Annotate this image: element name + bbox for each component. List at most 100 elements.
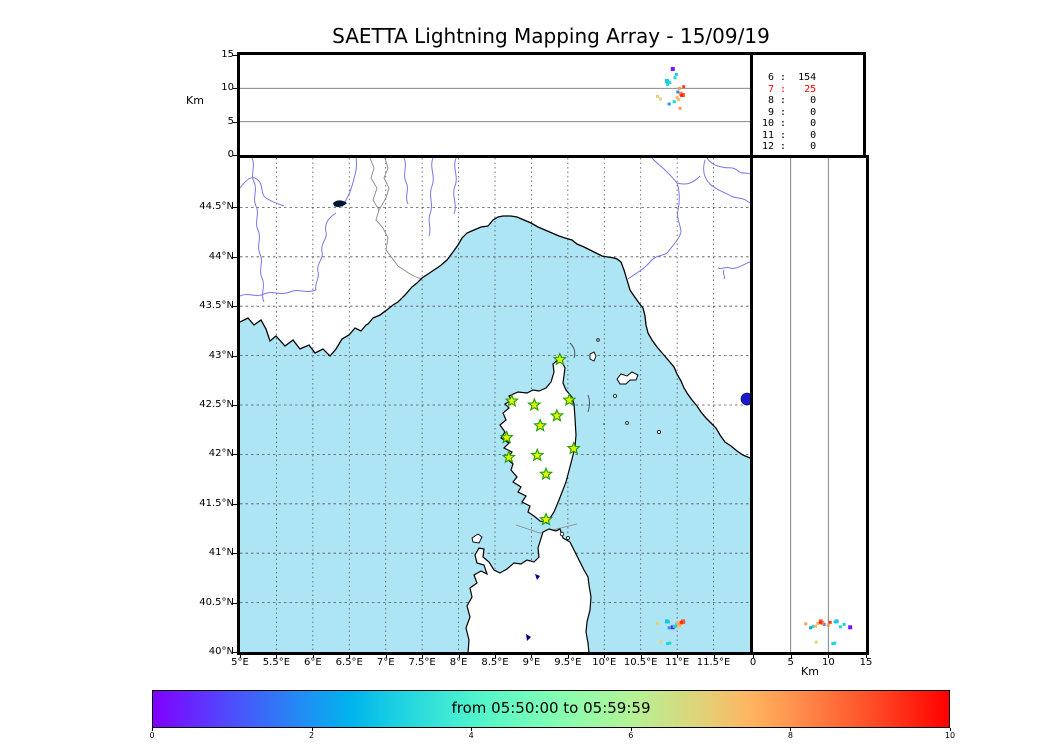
flash-point — [666, 82, 670, 86]
tick-mark — [753, 655, 754, 658]
tick-mark — [790, 728, 792, 731]
alt-tick-label-left: 5 — [227, 115, 234, 127]
tick-mark — [422, 655, 424, 658]
station-star-icon — [504, 393, 519, 408]
tick-mark — [240, 655, 241, 658]
tick-mark — [677, 655, 679, 658]
flash-point — [677, 98, 681, 102]
island-maddalena — [559, 531, 565, 537]
station-star-icon — [530, 447, 545, 462]
island-pianosa — [613, 394, 617, 398]
source-count-list: 6 : 154 7 : 25 8 : 0 9 : 0 10 : 0 11 : 0 12… — [753, 55, 863, 153]
island-sardinia — [465, 528, 592, 652]
flash-point — [666, 642, 670, 646]
flash-point — [655, 94, 659, 98]
island-gorgona — [596, 338, 600, 342]
lon-tick-label: 9°E — [522, 657, 541, 668]
tick-mark — [531, 655, 533, 658]
station-star-icon — [538, 466, 554, 481]
island-capraia — [589, 351, 597, 362]
lon-tick-label: 6.5°E — [335, 657, 363, 668]
flash-point — [676, 90, 680, 94]
lat-tick-label: 43.5°N — [199, 300, 234, 312]
tick-mark — [790, 655, 792, 658]
tick-mark — [276, 655, 278, 658]
source-count-row: 11 : 0 — [762, 129, 817, 141]
lon-tick-label: 10°E — [592, 657, 617, 668]
tick-mark — [311, 728, 313, 731]
lon-tick-label: 7°E — [376, 657, 395, 668]
flash-point — [666, 620, 670, 624]
tick-mark — [866, 655, 867, 658]
island-asinara — [471, 533, 483, 544]
flash-point — [673, 76, 677, 80]
lon-tick-label: 5.5°E — [262, 657, 291, 668]
rivers — [240, 158, 750, 652]
station-star-icon — [538, 512, 554, 526]
colorbar-tick-label: 0 — [149, 731, 155, 740]
island-maddalena-2 — [566, 536, 570, 540]
alt-tick-label-left: 0 — [227, 149, 234, 160]
flash-point — [667, 626, 671, 630]
alt-tick-label-bottom: 0 — [749, 657, 757, 668]
tick-mark — [385, 655, 387, 658]
lon-tick-label: 8.5°E — [481, 657, 509, 668]
tick-mark — [567, 655, 569, 658]
tick-mark — [604, 655, 606, 658]
flash-point — [674, 72, 678, 76]
flash-point — [678, 106, 682, 110]
lat-tick-label: 42.5°N — [199, 399, 234, 410]
station-star-icon — [552, 352, 567, 366]
lon-tick-label: 11°E — [665, 657, 690, 668]
lon-tick-label: 5°E — [231, 657, 249, 668]
colorbar-tick-label: 2 — [309, 731, 315, 740]
flash-point — [675, 96, 679, 100]
tick-mark — [640, 655, 642, 658]
map-plot — [240, 158, 750, 652]
altitude-latitude-panel — [750, 155, 869, 655]
flash-point — [667, 102, 671, 106]
flash-point — [682, 85, 686, 89]
flash-point — [818, 620, 822, 624]
station-star-icon — [527, 397, 542, 412]
colorbar-tick-label: 8 — [787, 731, 793, 740]
lat-tick-label: 41.5°N — [199, 497, 234, 509]
flash-point — [848, 625, 853, 630]
map-panel — [237, 155, 753, 655]
tick-mark — [950, 728, 951, 731]
lat-tick-label: 44°N — [208, 250, 234, 262]
lat-tick-label: 44.5°N — [199, 201, 234, 213]
alt-tick-label-bottom: 15 — [859, 657, 873, 668]
tick-mark — [458, 655, 460, 658]
station-star-icon — [562, 392, 577, 407]
tick-mark — [233, 88, 237, 90]
flash-point — [814, 640, 818, 644]
altitude-axis-label-left: Km — [186, 94, 204, 107]
tick-mark — [233, 454, 237, 456]
island-montecristo — [625, 421, 629, 425]
flash-point — [828, 620, 832, 624]
coastal-marks — [569, 342, 605, 425]
source-count-row: 9 : 0 — [762, 106, 817, 118]
station-markers — [499, 352, 581, 526]
tick-mark — [233, 207, 237, 209]
station-star-icon — [566, 440, 581, 455]
island-giglio — [656, 429, 661, 434]
tick-mark — [471, 728, 473, 731]
tick-mark — [233, 405, 237, 406]
flash-point — [842, 622, 846, 626]
tick-mark — [233, 503, 237, 505]
source-count-row: 6 : 154 — [762, 72, 817, 83]
flash-point — [809, 626, 813, 630]
flash-point — [668, 641, 672, 645]
lat-tick-label: 40.5°N — [199, 596, 234, 608]
islands — [465, 338, 661, 652]
flash-point — [826, 623, 830, 627]
colorbar-tick-label: 10 — [944, 731, 956, 740]
tick-mark — [233, 55, 237, 56]
source-count-row: 10 : 0 — [762, 118, 817, 129]
flash-point — [816, 621, 820, 625]
tick-mark — [312, 655, 314, 658]
colorbar-label: from 05:50:00 to 05:59:59 — [451, 699, 651, 717]
